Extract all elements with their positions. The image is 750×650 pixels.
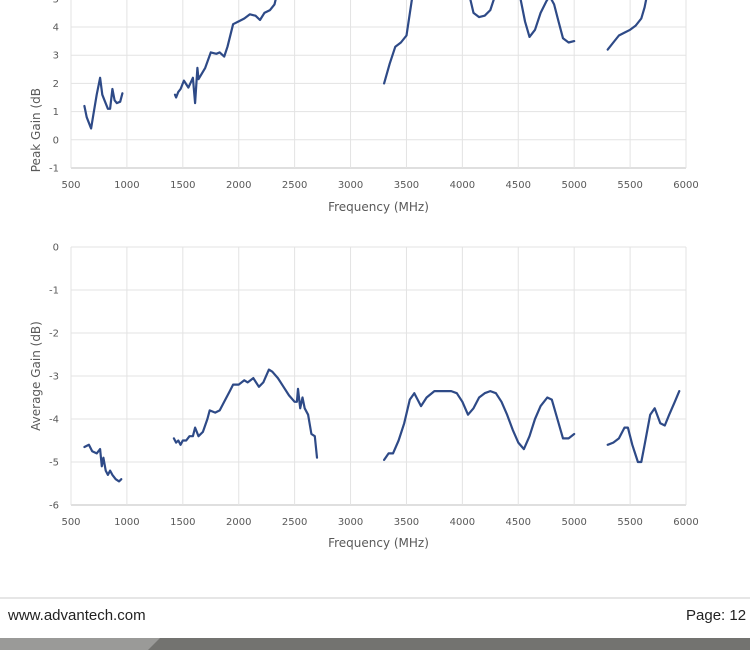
chart-1: -101234550010001500200025003000350040004… — [29, 0, 699, 214]
x-tick-label: 1500 — [170, 180, 195, 191]
y-tick-label: -4 — [49, 415, 59, 426]
y-tick-label: -1 — [49, 164, 59, 175]
series-line-segment-1 — [83, 76, 124, 130]
x-tick-label: 3500 — [394, 517, 419, 528]
x-tick-label: 1000 — [114, 180, 139, 191]
x-tick-label: 2500 — [282, 180, 307, 191]
x-tick-label: 1000 — [114, 517, 139, 528]
series-line-segment-1 — [83, 443, 123, 483]
x-tick-label: 5000 — [561, 517, 586, 528]
y-tick-label: -5 — [49, 458, 59, 469]
x-tick-label: 1500 — [170, 517, 195, 528]
series-line-segment-4 — [606, 390, 681, 464]
x-axis-title: Frequency (MHz) — [328, 200, 429, 214]
y-tick-label: -2 — [49, 329, 59, 340]
footer-band — [0, 638, 750, 650]
x-tick-label: 5000 — [561, 180, 586, 191]
x-tick-label: 5500 — [617, 180, 642, 191]
x-tick-label: 2000 — [226, 180, 251, 191]
x-tick-label: 4500 — [506, 517, 531, 528]
footer-divider — [0, 597, 750, 599]
y-tick-label: 2 — [53, 79, 59, 90]
x-tick-label: 4000 — [450, 517, 475, 528]
x-axis-title: Frequency (MHz) — [328, 536, 429, 550]
x-tick-label: 2500 — [282, 517, 307, 528]
y-tick-label: -1 — [49, 286, 59, 297]
series-line-segment-2 — [172, 368, 319, 459]
x-tick-label: 500 — [61, 180, 80, 191]
y-tick-label: 5 — [53, 0, 59, 5]
series-line-segment-3 — [383, 390, 576, 461]
x-tick-label: 6000 — [673, 517, 698, 528]
y-tick-label: 1 — [53, 107, 59, 118]
y-tick-label: -6 — [49, 501, 59, 512]
x-tick-label: 5500 — [617, 517, 642, 528]
footer-page-number: Page: 12 — [686, 607, 747, 624]
series-line-segment-4 — [606, 0, 648, 51]
y-axis-title: Average Gain (dB) — [29, 321, 43, 431]
x-tick-label: 4000 — [450, 180, 475, 191]
y-axis-title: Peak Gain (dB — [29, 88, 43, 172]
x-tick-label: 500 — [61, 517, 80, 528]
y-tick-label: -3 — [49, 372, 59, 383]
y-tick-label: 0 — [53, 135, 59, 146]
footer-band-accent — [0, 638, 160, 650]
x-tick-label: 3000 — [338, 180, 363, 191]
x-tick-label: 4500 — [506, 180, 531, 191]
y-tick-label: 3 — [53, 51, 59, 62]
x-tick-label: 6000 — [673, 180, 698, 191]
x-tick-label: 2000 — [226, 517, 251, 528]
y-tick-label: 4 — [53, 23, 59, 34]
series-line-segment-2 — [173, 0, 277, 105]
x-tick-label: 3500 — [394, 180, 419, 191]
x-tick-label: 3000 — [338, 517, 363, 528]
chart-2: -6 -5 -4 -3 -2 -1 0 500 1000 1500 2000 2500 3000 3500… — [29, 243, 699, 551]
footer-website-link[interactable]: www.advantech.com — [8, 607, 146, 624]
y-tick-label: 0 — [53, 243, 59, 254]
series-line-segment-3 — [383, 0, 576, 85]
